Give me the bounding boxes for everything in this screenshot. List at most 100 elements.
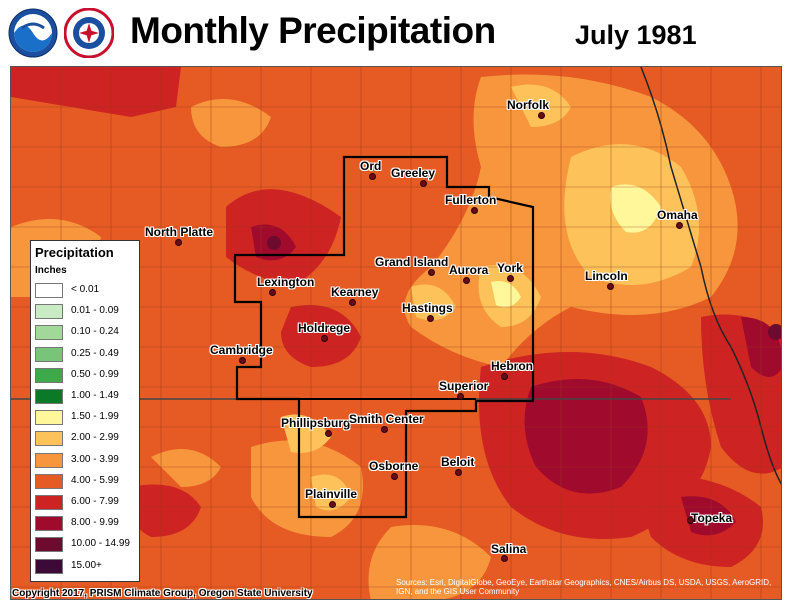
legend-label: 0.10 - 0.24 <box>71 326 119 338</box>
attribution-text: Sources: Esri, DigitalGlobe, GeoEye, Ear… <box>396 578 772 596</box>
city-marker <box>428 269 435 276</box>
legend-label: 0.50 - 0.99 <box>71 368 119 380</box>
forecast-area-outline <box>233 155 535 519</box>
city-marker <box>369 173 376 180</box>
nws-logo-icon <box>64 8 114 58</box>
city-label-salina: Salina <box>491 542 527 556</box>
legend-label: 8.00 - 9.99 <box>71 517 119 529</box>
zone-2-3 <box>281 414 331 453</box>
date-label: July 1981 <box>575 20 697 50</box>
legend-label: 10.00 - 14.99 <box>71 538 130 550</box>
zone-3-4 <box>191 99 271 147</box>
legend-title: Precipitation <box>35 245 114 260</box>
legend-label: < 0.01 <box>71 284 100 295</box>
city-marker <box>501 373 508 380</box>
zone-3-4 <box>151 449 221 487</box>
legend-swatch <box>35 516 63 532</box>
legend-row: 1.50 - 1.99 <box>35 410 139 426</box>
city-marker <box>607 283 614 290</box>
legend: Precipitation Inches < 0.01 0.01 - 0.09 0.… <box>30 240 140 582</box>
copyright-text: Copyright 2017, PRISM Climate Group, Ore… <box>12 588 313 599</box>
zone-6-8 <box>128 484 201 537</box>
city-marker <box>349 299 356 306</box>
legend-swatch <box>35 495 63 510</box>
legend-row: 8.00 - 9.99 <box>35 516 139 532</box>
legend-swatch <box>35 431 63 447</box>
city-label-hebron: Hebron <box>491 359 533 373</box>
city-marker <box>687 517 694 524</box>
city-label-york: York <box>497 261 523 275</box>
legend-swatch <box>35 452 63 468</box>
zone-3-4 <box>368 525 491 599</box>
city-label-ord: Ord <box>360 159 382 173</box>
zone-1.5-2 <box>491 281 521 308</box>
city-marker <box>420 180 427 187</box>
zone-2-3 <box>311 474 351 511</box>
city-label-kearney: Kearney <box>331 285 379 299</box>
city-marker <box>455 469 462 476</box>
city-marker <box>381 426 388 433</box>
city-label-holdrege: Holdrege <box>298 321 351 335</box>
city-marker <box>457 393 464 400</box>
noaa-logo-icon <box>8 8 58 58</box>
legend-row: 0.10 - 0.24 <box>35 325 139 341</box>
legend-label: 0.25 - 0.49 <box>71 347 119 359</box>
legend-row: 4.00 - 5.99 <box>35 473 139 489</box>
legend-swatch <box>35 389 63 404</box>
city-label-norfolk: Norfolk <box>507 98 549 112</box>
zone-2-3 <box>511 84 571 127</box>
legend-swatch <box>35 558 63 574</box>
legend-label: 1.00 - 1.49 <box>71 390 119 401</box>
legend-swatch <box>35 473 63 489</box>
city-marker <box>538 112 545 119</box>
legend-swatch <box>35 346 63 362</box>
legend-row: 2.00 - 2.99 <box>35 431 139 447</box>
city-label-smith-center: Smith Center <box>349 412 424 426</box>
legend-swatch <box>35 367 63 383</box>
city-label-omaha: Omaha <box>657 208 698 222</box>
legend-row: 0.25 - 0.49 <box>35 346 139 362</box>
city-label-topeka: Topeka <box>691 511 733 525</box>
legend-row: 15.00+ <box>35 558 139 574</box>
city-label-phillipsburg: Phillipsburg <box>281 416 351 430</box>
city-label-hastings: Hastings <box>402 301 453 315</box>
city-marker <box>427 315 434 322</box>
page-title: Monthly Precipitation <box>130 10 496 51</box>
zone-2-3 <box>411 284 456 321</box>
precipitation-map: Norfolk Ord Greeley Fullerton Omaha Nort… <box>10 66 782 600</box>
city-label-osborne: Osborne <box>369 459 419 473</box>
legend-row: 6.00 - 7.99 <box>35 495 139 510</box>
zone-8-10 <box>681 496 736 536</box>
legend-label: 3.00 - 3.99 <box>71 453 119 465</box>
zone-10-15 <box>267 236 281 250</box>
city-label-grand-island: Grand Island <box>375 255 449 269</box>
legend-row: 3.00 - 3.99 <box>35 452 139 468</box>
city-label-fullerton: Fullerton <box>445 193 497 207</box>
legend-swatch <box>35 325 63 341</box>
city-marker <box>239 357 246 364</box>
city-label-lexington: Lexington <box>257 275 315 289</box>
legend-row: 1.00 - 1.49 <box>35 389 139 404</box>
precipitation-raster <box>11 67 781 599</box>
city-label-greeley: Greeley <box>391 166 436 180</box>
legend-label: 2.00 - 2.99 <box>71 432 119 444</box>
legend-label: 6.00 - 7.99 <box>71 496 119 507</box>
legend-swatch <box>35 537 63 553</box>
city-marker <box>463 277 470 284</box>
city-marker <box>676 222 683 229</box>
header: Monthly Precipitation July 1981 <box>0 0 792 66</box>
city-marker <box>329 501 336 508</box>
legend-swatch <box>35 410 63 426</box>
city-marker <box>391 473 398 480</box>
legend-row: 0.50 - 0.99 <box>35 367 139 383</box>
city-label-north-platte: North Platte <box>145 225 214 239</box>
legend-row: < 0.01 <box>35 283 139 298</box>
city-marker <box>321 335 328 342</box>
zone-8-10 <box>524 379 648 494</box>
city-label-cambridge: Cambridge <box>210 343 273 357</box>
city-label-beloit: Beloit <box>441 455 475 469</box>
legend-swatch <box>35 304 63 320</box>
city-marker <box>269 289 276 296</box>
legend-label: 4.00 - 5.99 <box>71 474 119 486</box>
city-marker <box>325 430 332 437</box>
